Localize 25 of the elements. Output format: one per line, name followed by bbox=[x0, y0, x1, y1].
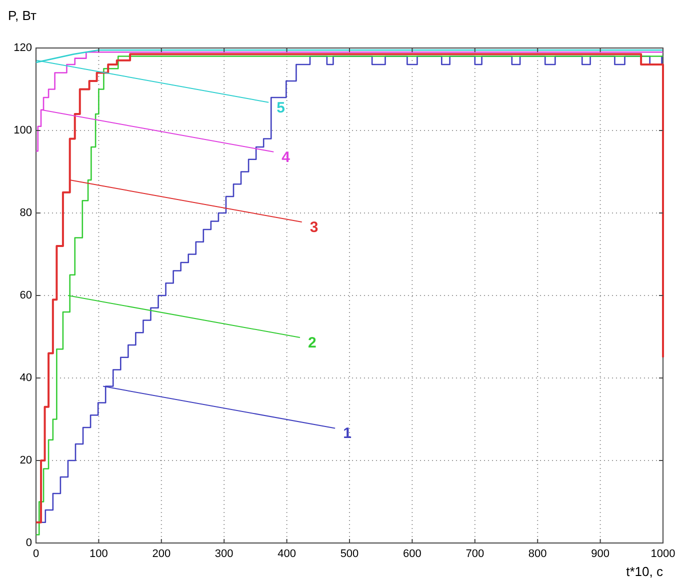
annotation: 1 bbox=[343, 425, 352, 442]
x-tick-label: 200 bbox=[152, 548, 171, 560]
annotation: 5 bbox=[276, 99, 285, 116]
x-tick-label: 100 bbox=[90, 548, 108, 560]
y-axis-title: P, Вт bbox=[8, 8, 36, 23]
x-tick-label: 500 bbox=[340, 548, 359, 560]
y-tick-label: 40 bbox=[20, 372, 32, 384]
y-tick-label: 80 bbox=[20, 206, 32, 219]
x-tick-label: 300 bbox=[214, 548, 234, 560]
y-tick-label: 60 bbox=[20, 289, 32, 302]
x-axis-title: t*10, с bbox=[626, 564, 664, 579]
annotation: 4 bbox=[282, 148, 291, 166]
y-tick-label: 120 bbox=[14, 42, 32, 54]
y-tick-label: 100 bbox=[14, 124, 32, 136]
x-tick-label: 600 bbox=[403, 548, 422, 560]
x-tick-label: 1000 bbox=[650, 548, 676, 560]
annotation: 2 bbox=[308, 334, 316, 352]
y-tick-label: 0 bbox=[26, 536, 32, 549]
x-tick-label: 700 bbox=[466, 548, 484, 560]
x-tick-label: 400 bbox=[278, 548, 296, 560]
x-tick-label: 900 bbox=[591, 548, 610, 560]
y-tick-label: 20 bbox=[20, 454, 32, 466]
annotation: 3 bbox=[310, 218, 318, 236]
x-tick-label: 800 bbox=[528, 548, 547, 560]
x-tick-label: 0 bbox=[32, 548, 40, 560]
